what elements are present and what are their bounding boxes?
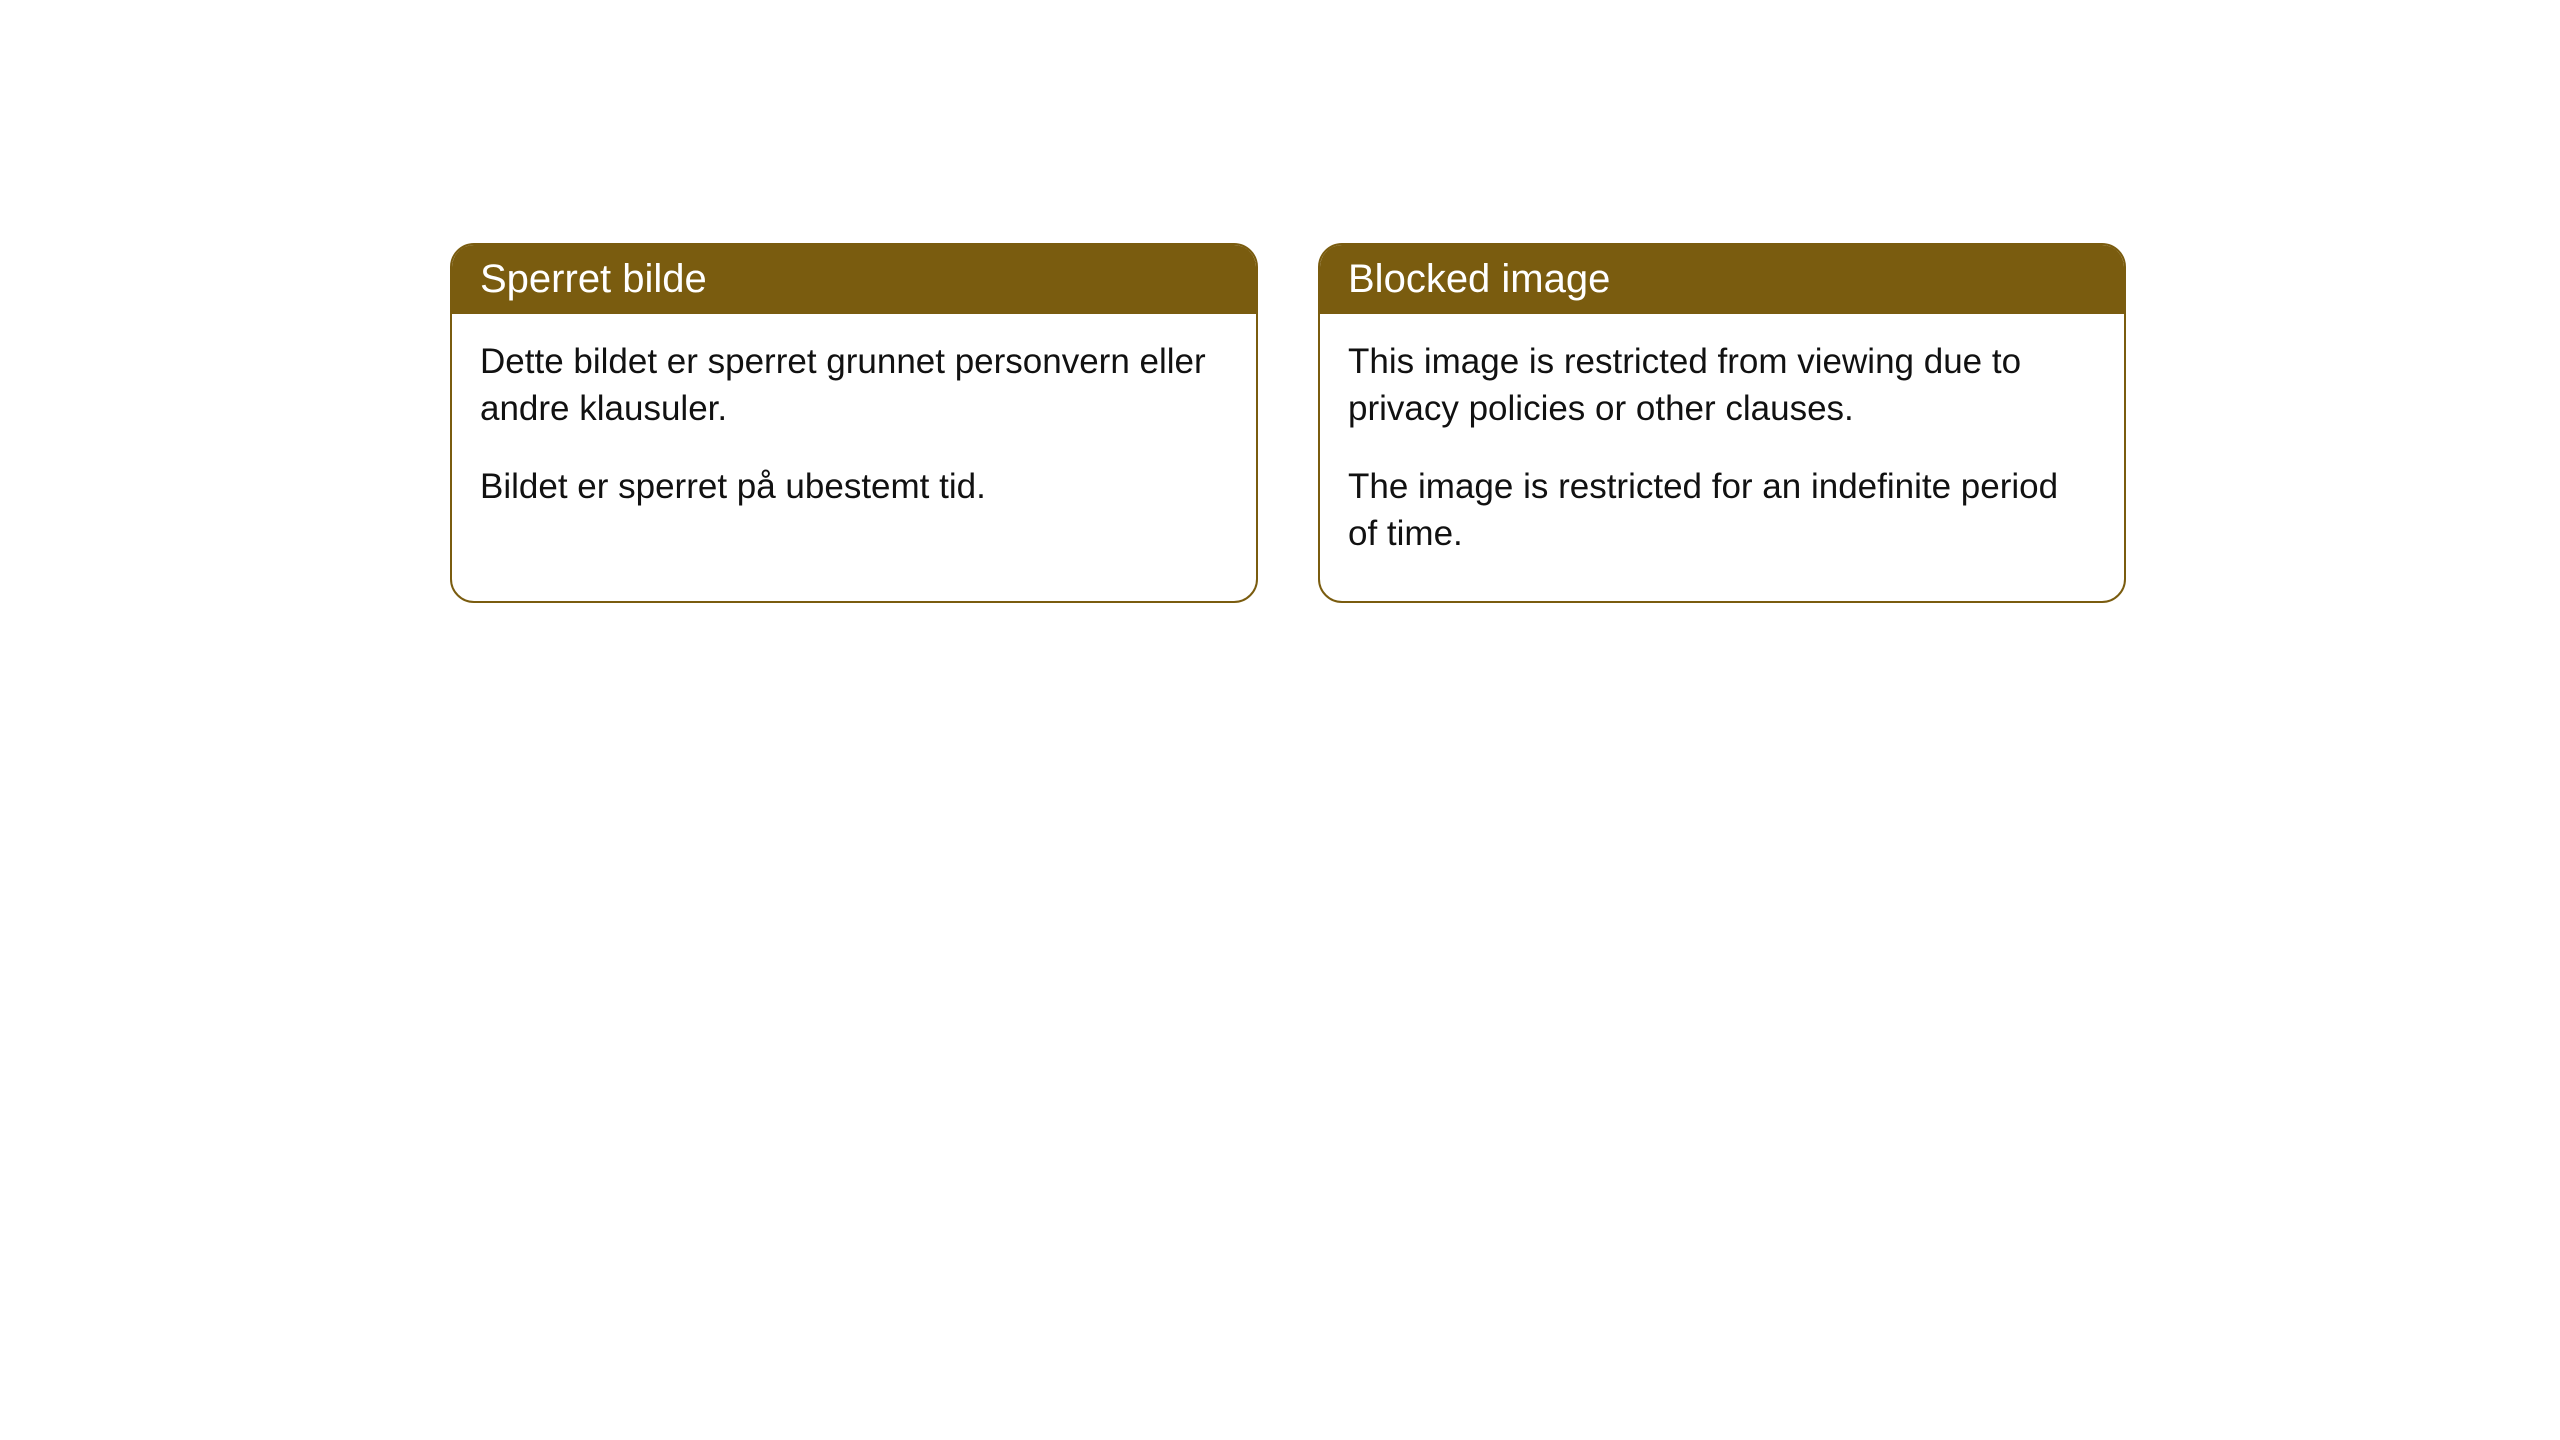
card-paragraph-2: The image is restricted for an indefinit…: [1348, 463, 2096, 558]
card-paragraph-1: This image is restricted from viewing du…: [1348, 338, 2096, 433]
card-paragraph-2: Bildet er sperret på ubestemt tid.: [480, 463, 1228, 510]
card-body: This image is restricted from viewing du…: [1320, 314, 2124, 601]
card-title: Sperret bilde: [480, 257, 707, 301]
card-paragraph-1: Dette bildet er sperret grunnet personve…: [480, 338, 1228, 433]
notice-card-english: Blocked image This image is restricted f…: [1318, 243, 2126, 603]
card-header: Sperret bilde: [452, 245, 1256, 314]
card-body: Dette bildet er sperret grunnet personve…: [452, 314, 1256, 554]
notice-cards-container: Sperret bilde Dette bildet er sperret gr…: [450, 243, 2126, 603]
notice-card-norwegian: Sperret bilde Dette bildet er sperret gr…: [450, 243, 1258, 603]
card-title: Blocked image: [1348, 257, 1610, 301]
card-header: Blocked image: [1320, 245, 2124, 314]
